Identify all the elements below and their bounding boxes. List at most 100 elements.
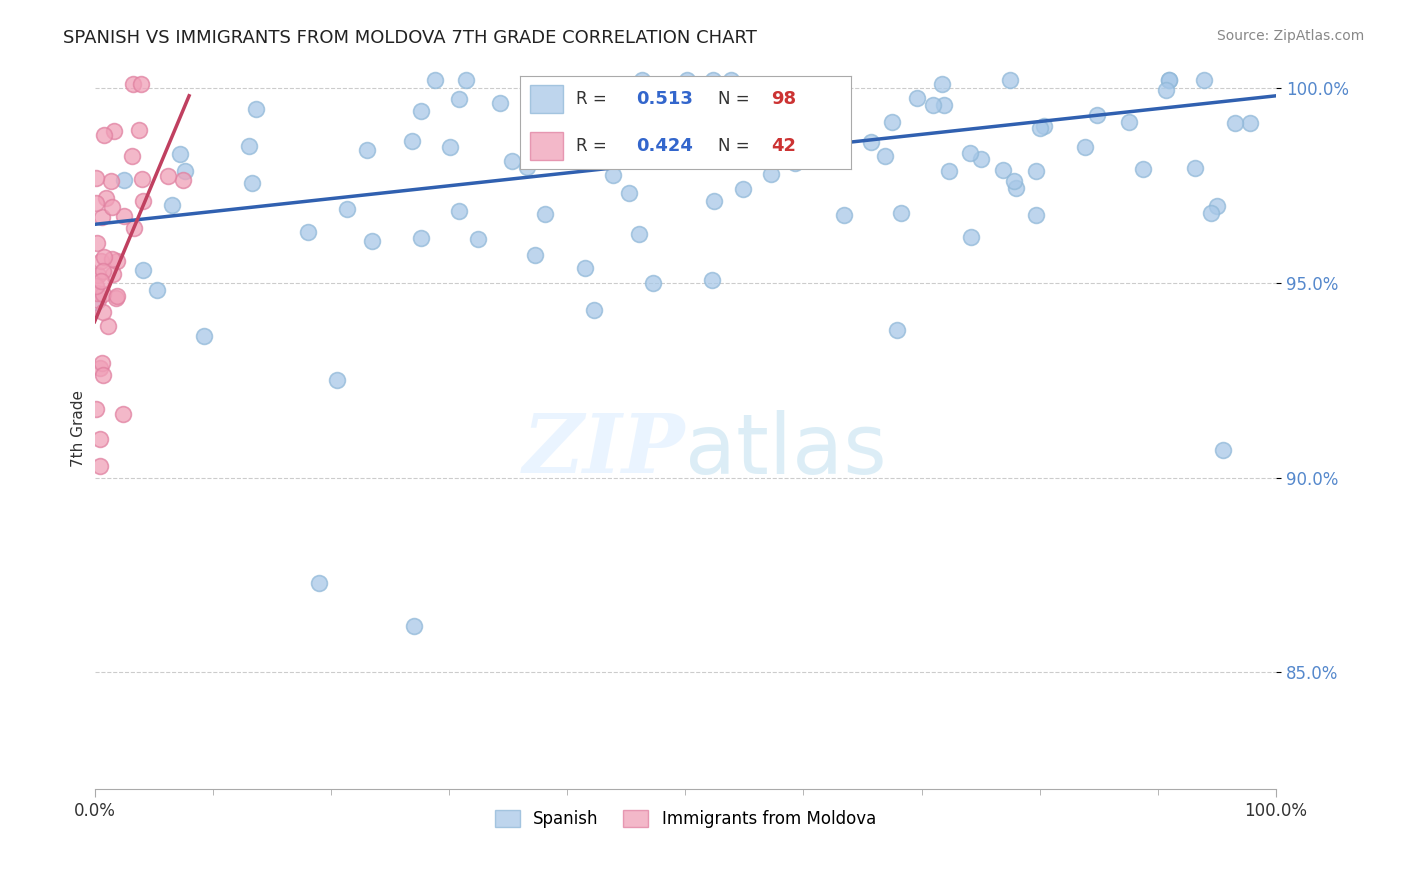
Point [131, 263, 153, 277]
Point [759, 167, 782, 181]
Point [574, 150, 596, 164]
Point [101, 267, 124, 281]
Point [1212, 443, 1234, 458]
Point [938, 164, 960, 178]
Point [619, 108, 641, 122]
Point [860, 136, 883, 150]
Point [523, 247, 546, 261]
Point [934, 98, 956, 112]
Point [873, 149, 896, 163]
Point [84, 279, 107, 293]
Point [105, 253, 128, 268]
Point [998, 73, 1021, 87]
Point [93, 128, 115, 142]
Point [361, 234, 384, 248]
Point [297, 225, 319, 239]
Point [602, 168, 624, 182]
Point [617, 186, 640, 200]
Point [647, 136, 669, 151]
Point [960, 230, 983, 244]
Point [626, 117, 648, 131]
Legend: Spanish, Immigrants from Moldova: Spanish, Immigrants from Moldova [488, 804, 883, 835]
Point [516, 161, 538, 175]
Point [325, 373, 347, 387]
Point [664, 109, 686, 123]
Point [409, 231, 432, 245]
Point [1033, 120, 1056, 134]
Point [588, 140, 610, 154]
Point [146, 283, 169, 297]
Text: atlas: atlas [685, 410, 887, 491]
Point [336, 202, 359, 217]
Point [959, 146, 981, 161]
Point [793, 109, 815, 123]
Point [401, 134, 423, 148]
Point [700, 103, 723, 118]
Point [101, 201, 124, 215]
Text: ZIP: ZIP [523, 410, 685, 491]
Point [84, 171, 107, 186]
Point [101, 252, 124, 266]
Point [1029, 120, 1052, 135]
Point [96, 191, 118, 205]
Point [1025, 208, 1047, 222]
Point [970, 152, 993, 166]
Point [411, 104, 433, 119]
Point [1206, 199, 1229, 213]
Point [1192, 73, 1215, 87]
Point [193, 328, 215, 343]
Point [402, 618, 425, 632]
Point [172, 173, 194, 187]
Point [454, 73, 477, 87]
Point [501, 154, 523, 169]
Point [886, 322, 908, 336]
Point [173, 164, 195, 178]
Point [641, 276, 664, 290]
Point [991, 163, 1014, 178]
Y-axis label: 7th Grade: 7th Grade [72, 391, 86, 467]
Point [574, 261, 596, 276]
Point [1184, 161, 1206, 175]
Point [91, 304, 114, 318]
Point [645, 111, 668, 125]
Point [1159, 73, 1181, 87]
Point [84, 196, 107, 211]
Point [308, 575, 330, 590]
Point [673, 100, 696, 114]
Point [86, 285, 108, 300]
Point [1199, 206, 1222, 220]
Point [1005, 181, 1028, 195]
Point [112, 173, 135, 187]
Point [90, 210, 112, 224]
Point [238, 138, 260, 153]
Point [89, 361, 111, 376]
Point [423, 73, 446, 87]
Point [1073, 140, 1095, 154]
Point [467, 231, 489, 245]
Point [84, 402, 107, 417]
Point [731, 182, 754, 196]
Point [105, 289, 128, 303]
Point [675, 73, 697, 87]
Point [122, 77, 145, 91]
Point [720, 73, 742, 87]
Point [520, 106, 543, 120]
Point [86, 235, 108, 250]
Point [111, 407, 134, 421]
Point [703, 194, 725, 209]
Point [630, 73, 652, 87]
Point [921, 98, 943, 112]
Point [245, 102, 267, 116]
Point [84, 295, 107, 310]
Point [121, 149, 143, 163]
Point [131, 172, 153, 186]
Point [636, 129, 658, 144]
Point [356, 143, 378, 157]
Point [658, 95, 681, 110]
Point [104, 291, 127, 305]
Point [489, 95, 512, 110]
Point [93, 251, 115, 265]
Point [439, 140, 461, 154]
Point [571, 89, 593, 103]
Point [87, 268, 110, 282]
